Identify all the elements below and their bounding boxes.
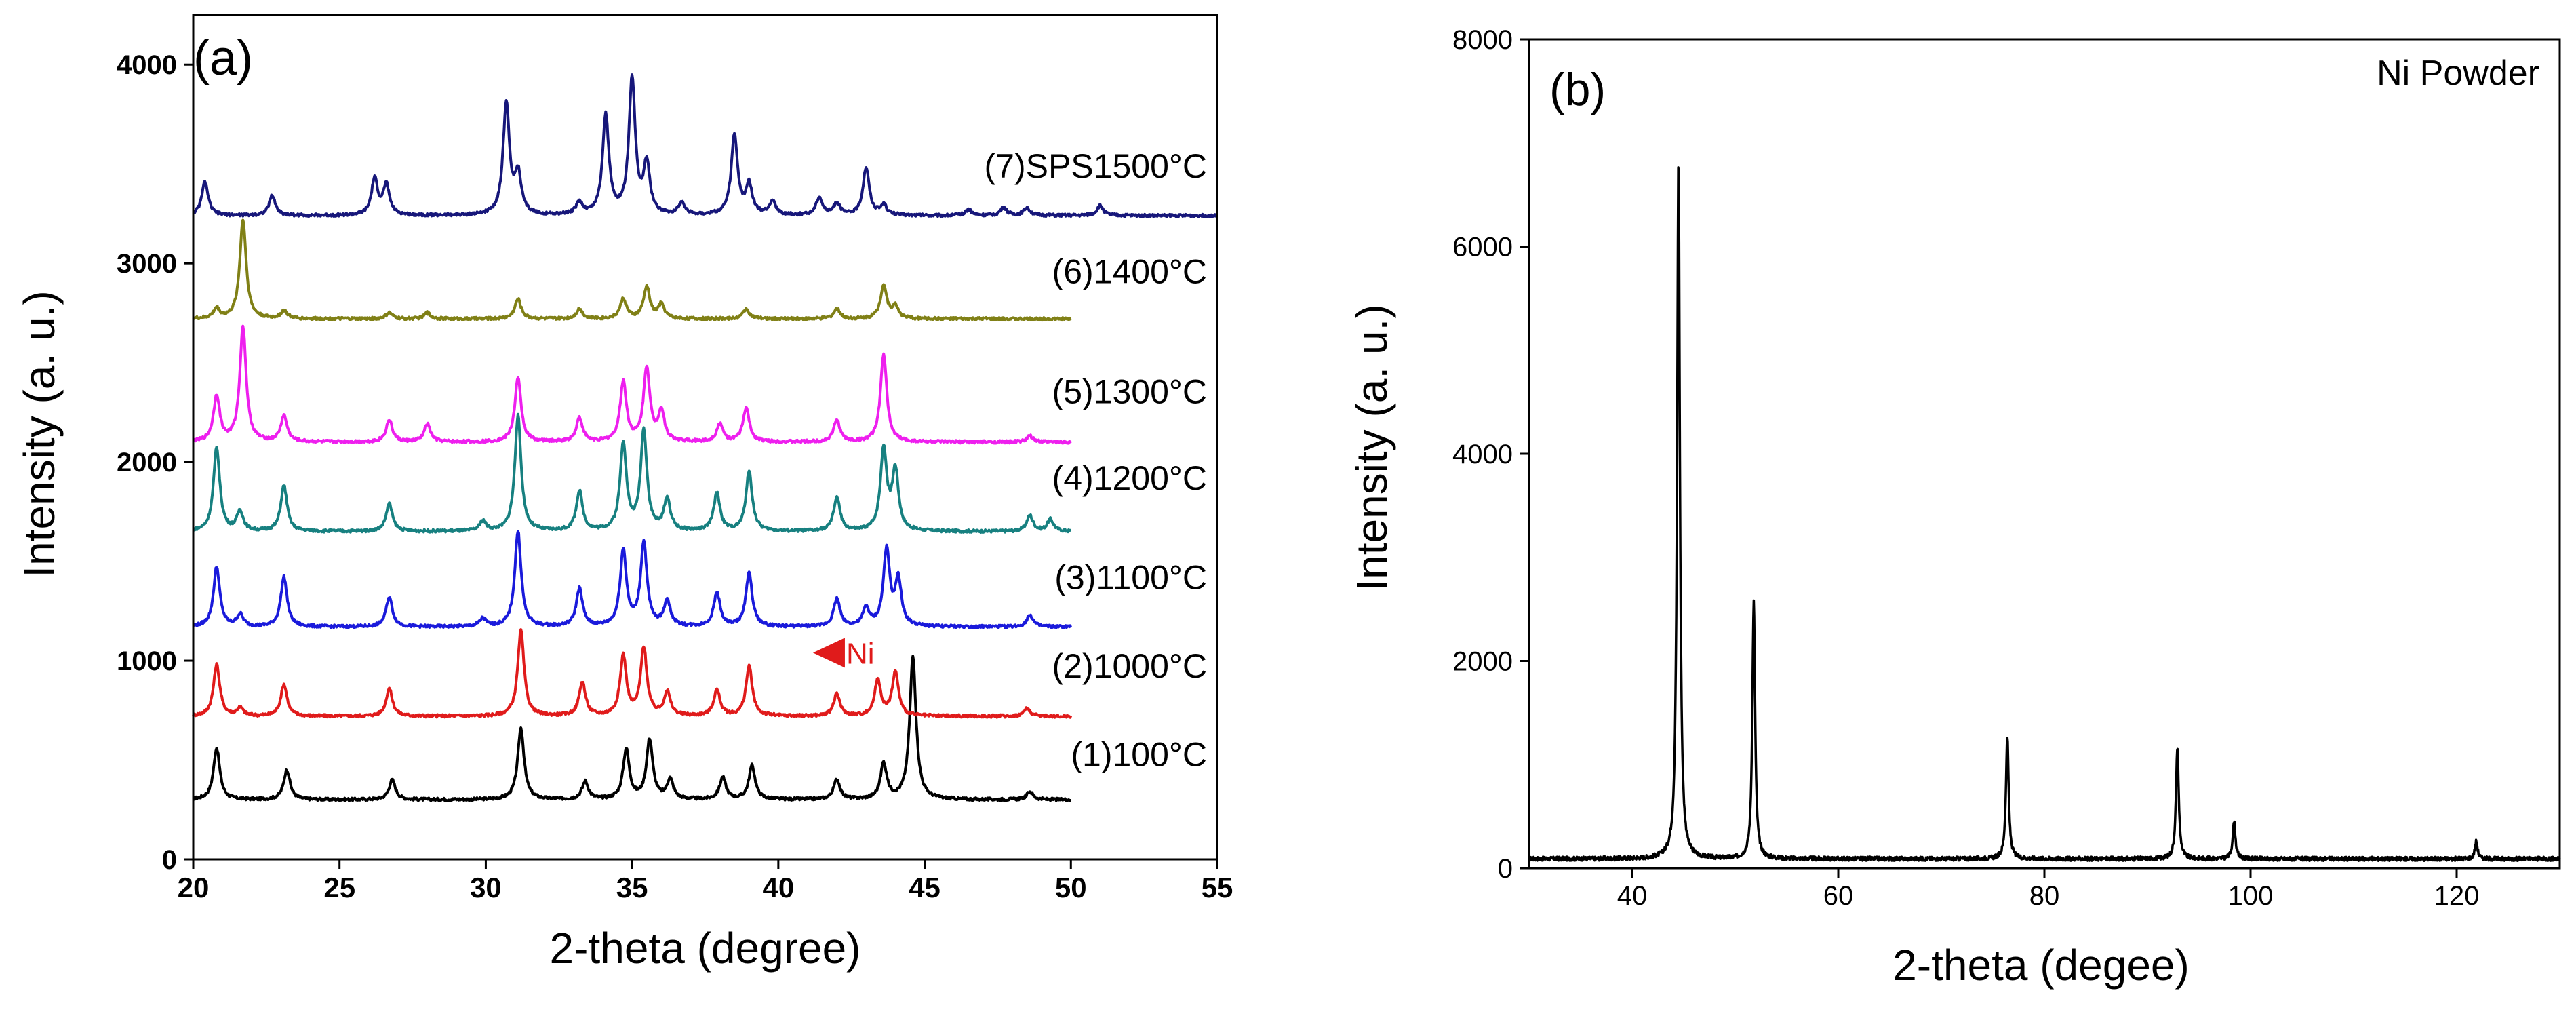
x-tick-label: 80 xyxy=(2029,881,2060,911)
panel-a-label: (a) xyxy=(193,31,253,85)
x-tick-label: 50 xyxy=(1055,872,1087,903)
y-tick-label: 6000 xyxy=(1452,233,1513,262)
x-tick-label: 45 xyxy=(909,872,940,903)
ni-annotation-label: Ni xyxy=(846,637,875,670)
y-tick-label: 2000 xyxy=(117,448,177,477)
series-line xyxy=(192,530,1073,629)
x-tick-label: 40 xyxy=(762,872,794,903)
series-line xyxy=(193,412,1072,534)
panel-b-title: Ni Powder xyxy=(2377,54,2539,93)
panel-b-frame xyxy=(1528,38,2561,870)
series-line xyxy=(192,73,1218,218)
series-line xyxy=(193,655,1072,802)
series-label: (3)1100°C xyxy=(1054,559,1207,597)
series-label: (5)1300°C xyxy=(1052,373,1207,411)
panel-b-y-ticks: 0 2000 4000 6000 8000 xyxy=(1452,25,1529,884)
panel-a-series-labels: (1)100°C (2)1000°C (3)1100°C (4)1200°C (5)13… xyxy=(985,147,1208,773)
y-tick-label: 4000 xyxy=(117,50,177,80)
x-tick-label: 100 xyxy=(2228,881,2274,911)
series-line xyxy=(1528,166,2561,863)
series-label: (4)1200°C xyxy=(1052,459,1207,497)
panel-b-y-axis-label: Intensity (a. u.) xyxy=(1347,304,1396,591)
series-line xyxy=(192,324,1073,445)
y-tick-label: 4000 xyxy=(1452,440,1513,469)
panel-a-annotation: Ni xyxy=(812,637,875,670)
series-label: (1)100°C xyxy=(1071,735,1207,773)
y-tick-label: 8000 xyxy=(1452,25,1513,55)
x-tick-label: 30 xyxy=(470,872,502,903)
panel-a-x-ticks: 20 25 30 35 40 45 50 55 xyxy=(178,859,1233,903)
panel-b: 40 60 80 100 120 0 2000 4000 6000 8000 (b) Ni Po… xyxy=(1347,25,2561,990)
y-tick-label: 2000 xyxy=(1452,647,1513,677)
y-tick-label: 3000 xyxy=(117,249,177,279)
series-label: (6)1400°C xyxy=(1052,252,1207,290)
x-tick-label: 40 xyxy=(1617,881,1648,911)
y-tick-label: 0 xyxy=(162,845,177,875)
panel-a-series xyxy=(192,73,1218,802)
x-tick-label: 20 xyxy=(178,872,210,903)
x-tick-label: 60 xyxy=(1823,881,1854,911)
x-tick-label: 55 xyxy=(1202,872,1233,903)
series-label: (7)SPS1500°C xyxy=(985,147,1208,185)
y-tick-label: 0 xyxy=(1498,854,1513,884)
y-tick-label: 1000 xyxy=(117,646,177,676)
panel-b-x-ticks: 40 60 80 100 120 xyxy=(1617,868,2480,911)
x-tick-label: 35 xyxy=(616,872,648,903)
series-line xyxy=(192,628,1073,719)
ni-marker-icon xyxy=(812,638,845,668)
panel-a-y-ticks: 0 1000 2000 3000 4000 xyxy=(117,50,193,875)
x-tick-label: 25 xyxy=(323,872,355,903)
panel-a: (1)100°C (2)1000°C (3)1100°C (4)1200°C (5)13… xyxy=(15,14,1233,973)
panel-a-y-axis-label: Intensity (a. u.) xyxy=(15,290,64,577)
panel-b-series xyxy=(1528,166,2561,863)
x-tick-label: 120 xyxy=(2434,881,2480,911)
series-line xyxy=(192,218,1072,322)
panel-b-label: (b) xyxy=(1549,64,1606,115)
panel-a-x-axis-label: 2-theta (degree) xyxy=(550,924,861,973)
series-label: (2)1000°C xyxy=(1052,647,1207,685)
panel-b-x-axis-label: 2-theta (degee) xyxy=(1893,941,2189,990)
panel-a-frame xyxy=(192,14,1218,861)
